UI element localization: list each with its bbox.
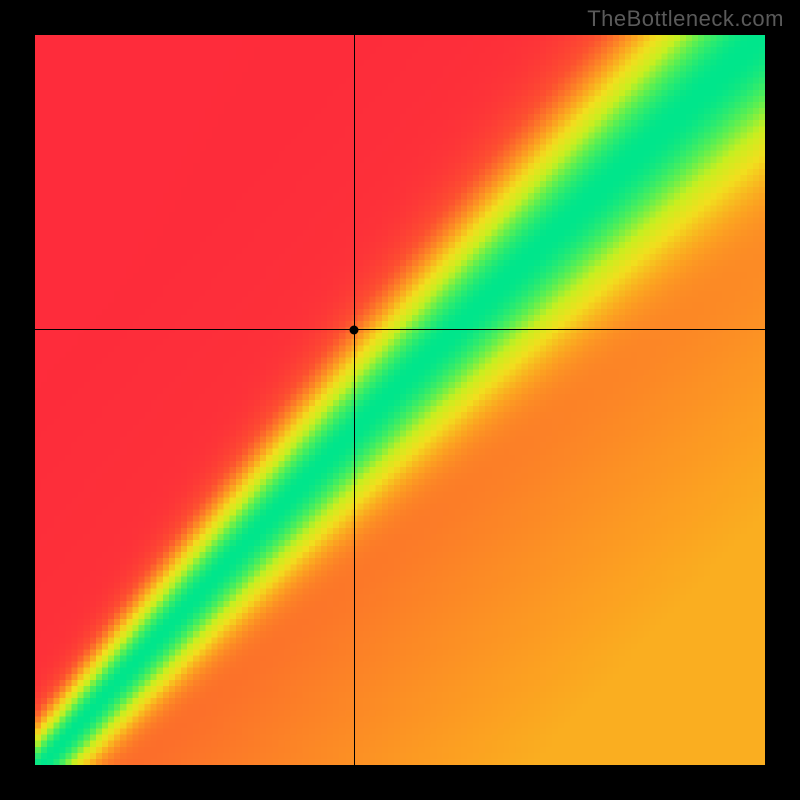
crosshair-vertical xyxy=(354,35,355,765)
crosshair-marker xyxy=(350,325,359,334)
watermark-text: TheBottleneck.com xyxy=(587,6,784,32)
chart-container: TheBottleneck.com xyxy=(0,0,800,800)
heatmap-plot xyxy=(35,35,765,765)
heatmap-canvas xyxy=(35,35,765,765)
crosshair-horizontal xyxy=(35,329,765,330)
